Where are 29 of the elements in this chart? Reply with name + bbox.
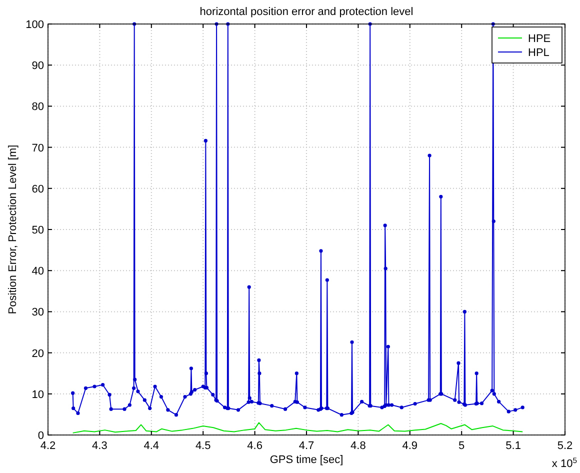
legend-label: HPL [528,47,550,59]
x-tick-label: 5 [458,440,465,452]
y-tick-label: 40 [32,266,44,278]
y-axis-title: Position Error, Protection Level [m] [7,144,19,314]
legend-label: HPE [528,33,551,45]
x-tick-label: 5.2 [557,440,573,452]
x-tick-label: 4.8 [350,440,366,452]
chart-title: horizontal position error and protection level [200,6,414,18]
x-tick-label: 4.9 [402,440,418,452]
x-tick-label: 4.4 [144,440,160,452]
y-tick-label: 100 [26,19,44,31]
text: x 10$^{5}$ [552,456,577,470]
line-series [72,422,524,434]
y-tick-label: 80 [32,101,44,114]
y-tick-label: 90 [32,60,44,72]
x-tick-label: 4.5 [195,440,211,452]
x-tick-label: 4.2 [40,440,56,452]
x-tick-label: 5.1 [506,440,521,452]
y-tick-label: 30 [32,306,44,319]
y-tick-label: 0 [38,430,44,442]
y-tick-label: 50 [32,224,44,236]
y-tick-label: 10 [32,388,44,401]
x-tick-label: 4.3 [92,440,108,452]
y-tick-label: 60 [32,183,44,196]
x-axis-title: GPS time [sec] [270,454,344,466]
x-tick-label: 4.7 [298,440,314,452]
x-tick-label: 4.6 [247,440,262,452]
y-tick-label: 20 [32,348,44,360]
y-tick-label: 70 [32,142,44,154]
